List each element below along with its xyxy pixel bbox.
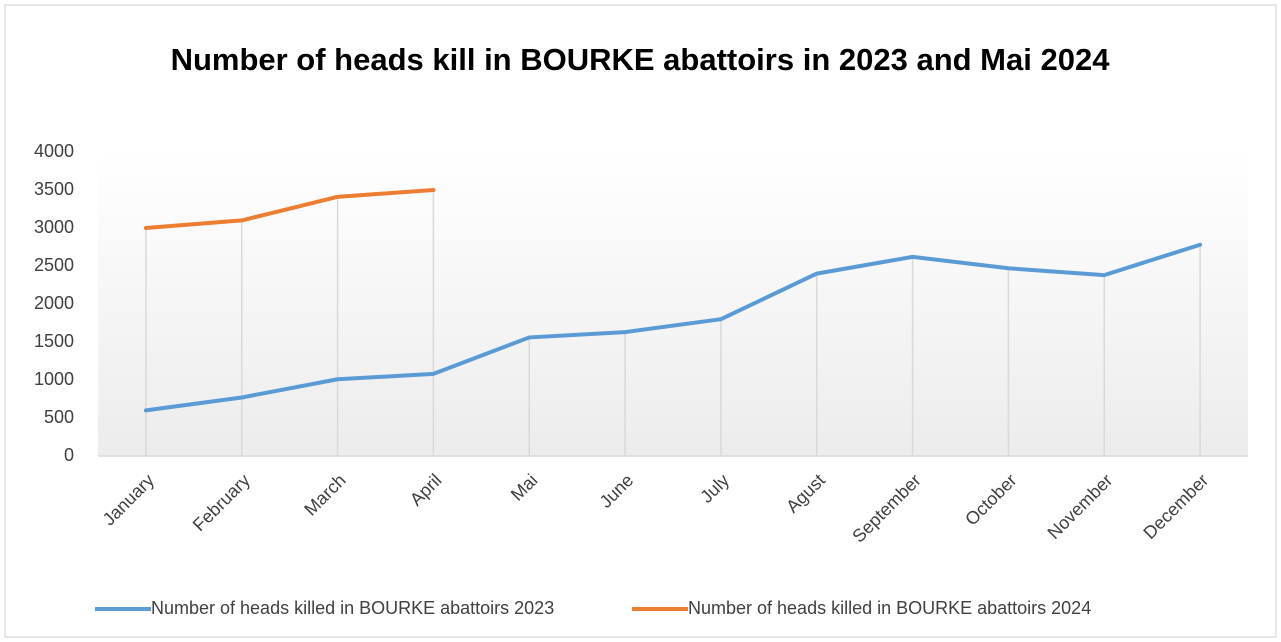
y-tick-label: 0 — [64, 445, 74, 465]
y-tick-label: 4000 — [34, 141, 74, 161]
series-line — [143, 242, 1203, 413]
y-tick-label: 3000 — [34, 217, 74, 237]
x-tick-label: September — [848, 470, 924, 546]
y-tick-label: 2500 — [34, 255, 74, 275]
chart-title: Number of heads kill in BOURKE abattoirs… — [170, 42, 1110, 77]
y-tick-label: 3500 — [34, 179, 74, 199]
series-line — [143, 188, 436, 230]
legend-label: Number of heads killed in BOURKE abattoi… — [151, 598, 554, 618]
y-tick-label: 1000 — [34, 369, 74, 389]
x-tick-label: Mai — [507, 470, 542, 505]
legend-label: Number of heads killed in BOURKE abattoi… — [688, 598, 1091, 618]
x-tick-label: November — [1044, 470, 1117, 543]
plot-area — [98, 152, 1248, 456]
x-tick-label: June — [596, 470, 638, 512]
y-tick-label: 500 — [44, 407, 74, 427]
x-tick-label: February — [189, 470, 254, 535]
frame — [4, 4, 1277, 638]
x-tick-label: Agust — [782, 470, 829, 517]
x-tick-label: July — [696, 470, 733, 507]
x-tick-label: January — [99, 470, 158, 529]
x-tick-label: October — [961, 470, 1020, 529]
y-tick-label: 1500 — [34, 331, 74, 351]
y-tick-label: 2000 — [34, 293, 74, 313]
x-tick-label: April — [406, 470, 446, 510]
x-tick-label: December — [1139, 470, 1212, 543]
x-tick-label: March — [300, 470, 350, 520]
